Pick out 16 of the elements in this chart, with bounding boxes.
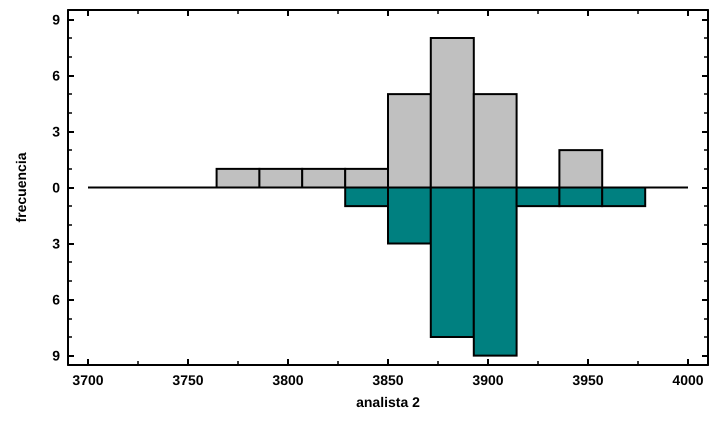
y-tick-label: 0	[52, 180, 60, 196]
x-tick-label: 3700	[72, 372, 104, 388]
y-tick-label: 3	[52, 123, 60, 140]
y-tick-label: 9	[52, 348, 60, 364]
x-tick-label: 4000	[672, 372, 704, 388]
y-tick-label: 3	[52, 236, 60, 252]
x-tick-label: 3900	[472, 372, 504, 388]
x-tick-label: 3950	[572, 372, 604, 388]
x-axis-title: analista 2	[356, 394, 420, 410]
y-tick-label: 6	[52, 67, 60, 84]
y-axis-title: frecuencia	[13, 152, 29, 223]
x-tick-label: 3750	[172, 372, 204, 388]
y-tick-label: 9	[52, 11, 60, 28]
x-tick-label: 3800	[272, 372, 304, 388]
x-tick-label: 3850	[372, 372, 404, 388]
y-tick-label: 6	[52, 292, 60, 308]
